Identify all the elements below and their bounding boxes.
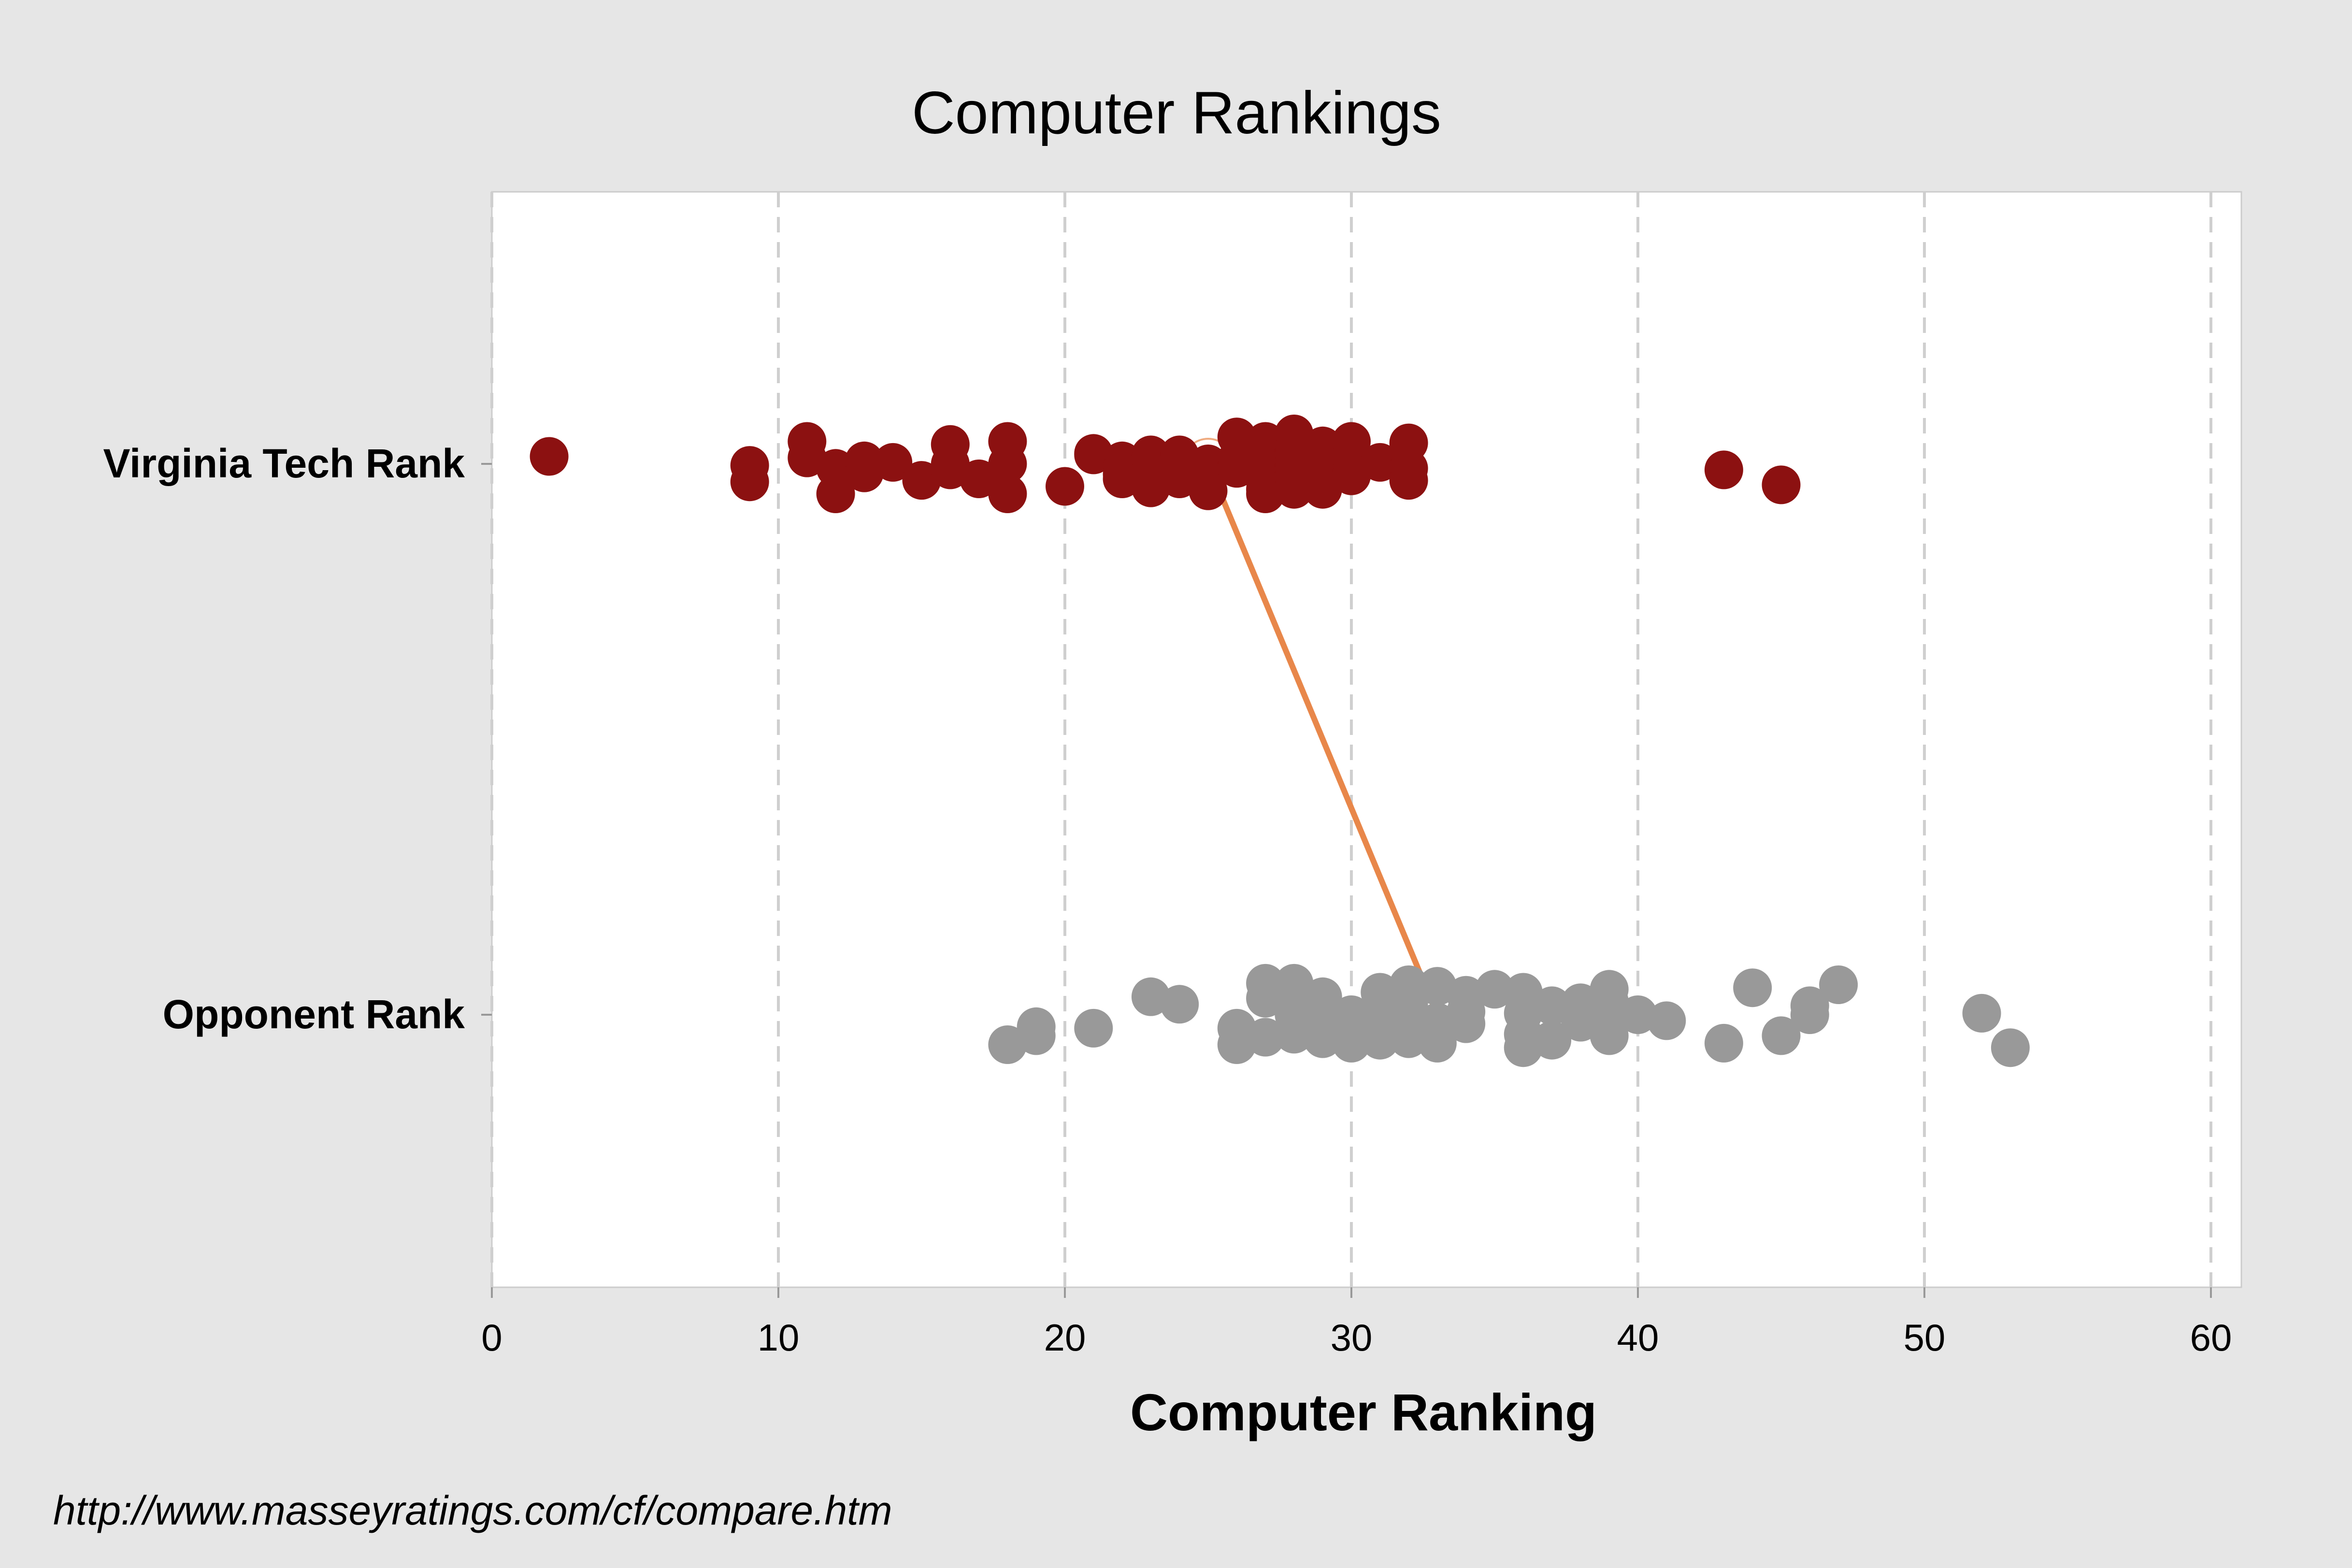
data-point	[1361, 991, 1400, 1030]
grid-lines	[490, 192, 2212, 1287]
data-point	[1275, 1015, 1314, 1054]
data-point	[1160, 985, 1199, 1024]
x-tick-label: 50	[1904, 1316, 1946, 1359]
data-point	[1962, 993, 2001, 1033]
data-point	[730, 462, 769, 502]
data-point	[1017, 1016, 1056, 1055]
x-tick-label: 30	[1331, 1316, 1373, 1359]
category-label: Opponent Rank	[163, 992, 465, 1037]
data-point	[1332, 1023, 1371, 1063]
data-point	[1361, 443, 1400, 482]
x-tick-label: 60	[2190, 1316, 2232, 1359]
data-point	[1533, 1021, 1572, 1060]
x-axis-title: Computer Ranking	[1130, 1383, 1597, 1441]
data-point	[1389, 461, 1428, 500]
data-point	[1704, 450, 1743, 489]
data-point	[988, 475, 1027, 513]
data-point	[1819, 965, 1858, 1004]
data-point	[1189, 445, 1228, 483]
data-point	[1418, 1023, 1457, 1063]
plot-area	[491, 191, 2242, 1288]
x-tick-label: 40	[1617, 1316, 1659, 1359]
data-point	[1762, 1016, 1801, 1055]
source-url: http://www.masseyratings.com/cf/compare.…	[53, 1488, 892, 1533]
data-point	[988, 445, 1027, 483]
x-tick-label: 10	[758, 1316, 800, 1359]
data-point	[1275, 964, 1314, 1003]
data-point	[1303, 1019, 1342, 1058]
x-axis-ticks: 0 10 20 30 40 50 60	[481, 1287, 2232, 1359]
data-point	[1246, 1018, 1285, 1057]
data-point	[874, 443, 913, 482]
data-point	[1303, 470, 1342, 509]
data-point	[1790, 995, 1829, 1034]
data-point	[1533, 986, 1572, 1025]
data-point	[1447, 1004, 1486, 1043]
data-point	[530, 437, 569, 476]
data-point	[1189, 471, 1228, 510]
data-point	[1074, 1008, 1113, 1048]
data-point	[1246, 978, 1285, 1018]
data-point	[1590, 1016, 1629, 1055]
data-point	[1389, 1019, 1428, 1058]
data-point	[1475, 970, 1514, 1009]
category-label: Virginia Tech Rank	[103, 441, 465, 486]
data-point	[1332, 456, 1371, 495]
data-point	[960, 460, 999, 498]
data-point	[1074, 435, 1113, 475]
x-tick-label: 0	[481, 1316, 502, 1359]
data-point	[1733, 968, 1772, 1007]
data-point	[1046, 467, 1084, 506]
category-labels: Virginia Tech Rank Opponent Rank	[103, 441, 492, 1037]
data-point	[1991, 1028, 2030, 1067]
data-point	[1647, 1001, 1686, 1040]
x-tick-label: 20	[1044, 1316, 1086, 1359]
data-points	[530, 415, 2030, 1067]
data-point	[1704, 1023, 1743, 1063]
data-point	[1246, 475, 1285, 513]
connector-segment	[1205, 461, 1440, 1018]
data-point	[1762, 465, 1801, 504]
data-point	[1619, 995, 1657, 1034]
data-point	[1361, 1021, 1400, 1060]
chart-title: Computer Rankings	[912, 80, 1441, 146]
data-point	[816, 475, 855, 513]
